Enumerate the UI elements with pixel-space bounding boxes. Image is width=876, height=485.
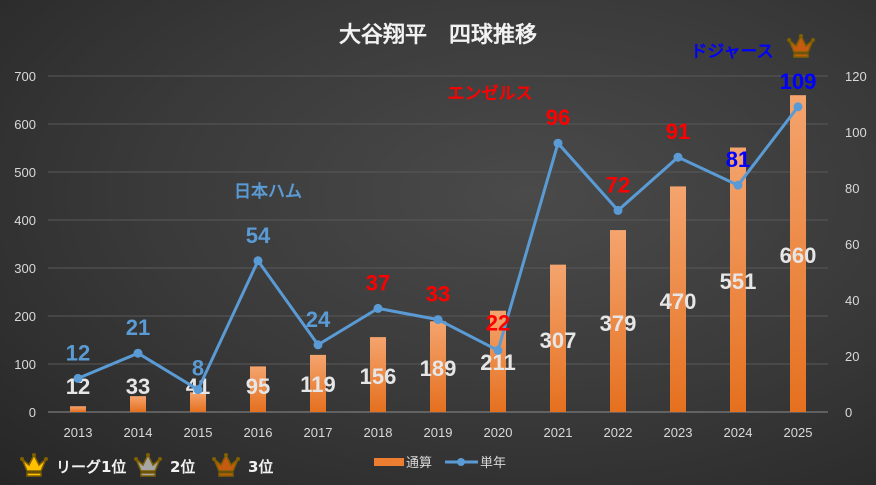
team-annotation: 日本ハム (234, 181, 302, 202)
line-point (733, 180, 743, 190)
x-tick-label: 2022 (604, 425, 633, 440)
x-tick-label: 2020 (484, 425, 513, 440)
bar-cumulative (550, 264, 566, 412)
bar-data-label: 189 (420, 356, 457, 381)
line-point (313, 340, 323, 350)
line-point (613, 205, 623, 215)
line-point (433, 315, 443, 325)
line-point (493, 345, 503, 355)
rank-legend-label: リーグ1位 (56, 458, 126, 476)
line-data-label: 12 (66, 340, 90, 365)
line-data-label: 24 (306, 307, 331, 332)
bar-data-label: 119 (300, 372, 336, 397)
bar-data-label: 95 (246, 374, 270, 399)
rank-2-crown-icon (134, 453, 162, 477)
legend-line-label: 単年 (480, 455, 506, 471)
y-left-tick-label: 700 (14, 69, 36, 84)
line-data-label: 81 (726, 147, 750, 172)
team-annotation: エンゼルス (448, 83, 533, 104)
line-data-label: 8 (192, 356, 204, 381)
x-tick-label: 2019 (424, 425, 453, 440)
x-tick-label: 2024 (724, 425, 753, 440)
bar-cumulative (130, 396, 146, 412)
x-tick-label: 2018 (364, 425, 393, 440)
x-tick-label: 2016 (244, 425, 273, 440)
bar-cumulative (790, 95, 806, 412)
y-right-tick-label: 40 (845, 293, 859, 308)
bar-data-label: 660 (780, 243, 817, 268)
legend-line-marker (457, 458, 465, 466)
bar-data-label: 379 (600, 311, 637, 336)
bar-data-label: 156 (360, 364, 397, 389)
x-tick-label: 2015 (184, 425, 213, 440)
y-left-tick-label: 300 (14, 261, 36, 276)
x-tick-label: 2014 (124, 425, 153, 440)
line-data-label: 91 (666, 119, 690, 144)
y-right-tick-label: 100 (845, 125, 867, 140)
line-point (193, 385, 203, 395)
x-tick-label: 2021 (544, 425, 573, 440)
line-point (673, 152, 683, 162)
line-point (133, 348, 143, 358)
rank-3-crown-icon (787, 34, 815, 58)
bar-cumulative (310, 354, 326, 412)
line-data-label: 109 (780, 69, 817, 94)
line-data-label: 22 (486, 310, 510, 335)
y-left-tick-label: 0 (29, 405, 36, 420)
bar-cumulative (250, 366, 266, 412)
bar-data-label: 470 (660, 289, 697, 314)
x-tick-label: 2017 (304, 425, 333, 440)
bar-cumulative (610, 230, 626, 412)
rank-legend-label: 2位 (170, 458, 195, 476)
y-left-tick-label: 400 (14, 213, 36, 228)
line-data-label: 33 (426, 282, 450, 307)
y-right-tick-label: 80 (845, 181, 859, 196)
x-tick-label: 2013 (64, 425, 93, 440)
bar-cumulative (670, 186, 686, 412)
legend-bar-label: 通算 (406, 456, 432, 471)
rank-3-crown-icon (212, 453, 240, 477)
line-data-label: 21 (126, 315, 150, 340)
line-point (73, 373, 83, 383)
y-right-tick-label: 0 (845, 405, 852, 420)
y-left-tick-label: 600 (14, 117, 36, 132)
line-data-label: 54 (246, 223, 271, 248)
rank-1-crown-icon (20, 453, 48, 477)
legend-bar-swatch (374, 458, 404, 466)
line-point (253, 256, 263, 266)
y-left-tick-label: 100 (14, 357, 36, 372)
line-point (373, 303, 383, 313)
chart-title: 大谷翔平 四球推移 (339, 22, 537, 48)
y-right-tick-label: 120 (845, 69, 867, 84)
rank-legend-label: 3位 (248, 458, 273, 476)
bar-cumulative (70, 406, 86, 412)
y-right-tick-label: 20 (845, 349, 859, 364)
line-data-label: 37 (366, 270, 390, 295)
x-tick-label: 2025 (784, 425, 813, 440)
y-left-tick-label: 200 (14, 309, 36, 324)
bar-cumulative (190, 392, 206, 412)
y-right-tick-label: 60 (845, 237, 859, 252)
line-point (793, 102, 803, 112)
y-left-tick-label: 500 (14, 165, 36, 180)
line-data-label: 96 (546, 105, 570, 130)
x-tick-label: 2023 (664, 425, 693, 440)
bar-data-label: 551 (720, 269, 757, 294)
line-point (553, 138, 563, 148)
bar-cumulative (370, 337, 386, 412)
line-data-label: 72 (606, 172, 630, 197)
bar-data-label: 307 (540, 328, 577, 353)
bar-data-label: 33 (126, 374, 150, 399)
bar-cumulative (730, 147, 746, 412)
team-annotation: ドジャース (690, 42, 773, 62)
bar-cumulative (430, 321, 446, 412)
